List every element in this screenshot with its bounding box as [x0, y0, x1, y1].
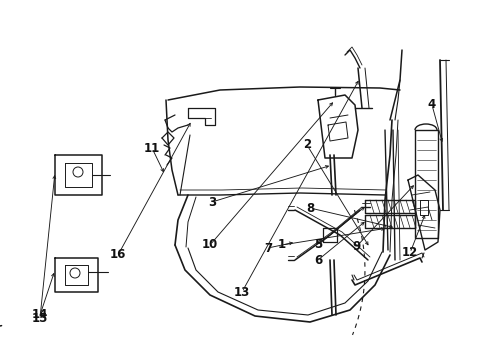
- Text: 4: 4: [428, 99, 436, 112]
- Text: 16: 16: [110, 248, 126, 261]
- Text: 11: 11: [144, 141, 160, 154]
- Text: 9: 9: [352, 240, 360, 253]
- Text: 12: 12: [402, 247, 418, 260]
- Text: 10: 10: [202, 238, 218, 252]
- Text: 8: 8: [306, 202, 314, 215]
- Text: 7: 7: [264, 242, 272, 255]
- Text: 1: 1: [278, 238, 286, 252]
- Text: 15: 15: [32, 311, 48, 324]
- Text: 2: 2: [303, 139, 311, 152]
- Text: 6: 6: [314, 253, 322, 266]
- Text: 3: 3: [208, 195, 216, 208]
- Text: 13: 13: [234, 285, 250, 298]
- Text: 14: 14: [32, 309, 48, 321]
- Text: 5: 5: [314, 238, 322, 252]
